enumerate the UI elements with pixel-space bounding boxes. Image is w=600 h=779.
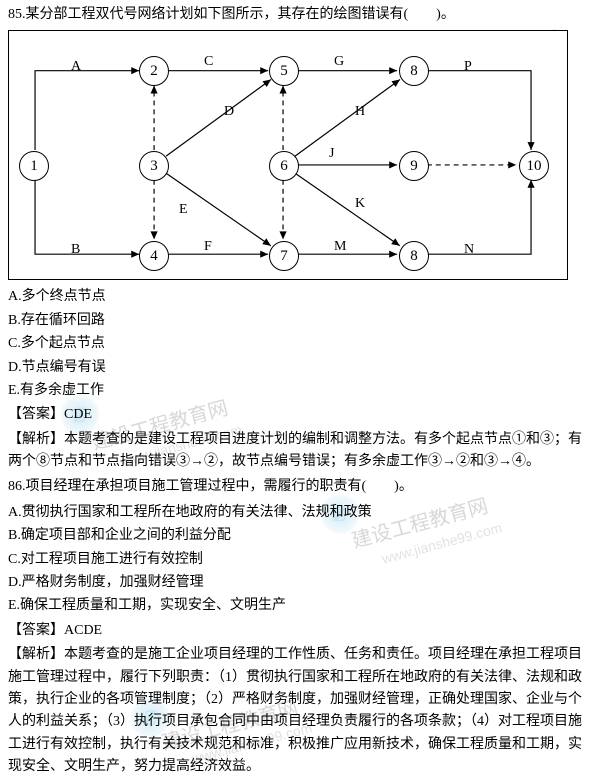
- edge-label-P: P: [464, 56, 472, 78]
- q85-option-b: B.存在循环回路: [8, 310, 592, 332]
- edge-label-H: H: [355, 101, 365, 123]
- q86-option-b: B.确定项目部和企业之间的利益分配: [8, 525, 592, 547]
- analysis-text: 本题考查的是建设工程项目进度计划的编制和调整方法。有多个起点节点①和③；有两个⑧…: [8, 432, 582, 469]
- edge-label-B: B: [71, 239, 80, 261]
- q86-analysis: 【解析】本题考查的是施工企业项目经理的工作性质、任务和责任。项目经理在承担工程项…: [8, 644, 592, 778]
- edge-label-F: F: [204, 236, 212, 258]
- q85-option-e: E.有多余虚工作: [8, 380, 592, 402]
- q85-header: 85.某分部工程双代号网络计划如下图所示，其存在的绘图错误有( )。: [8, 4, 592, 26]
- answer-label: 【答案】: [8, 623, 64, 638]
- edge-label-E: E: [179, 199, 188, 221]
- q85-option-c: C.多个起点节点: [8, 333, 592, 355]
- edge-label-K: K: [355, 193, 365, 215]
- q86-header: 86.项目经理在承担项目施工管理过程中，需履行的职责有( )。: [8, 476, 592, 498]
- edge-label-M: M: [334, 236, 346, 258]
- analysis-label: 【解析】: [8, 432, 64, 447]
- q85-option-d: D.节点编号有误: [8, 357, 592, 379]
- edge-label-G: G: [334, 51, 344, 73]
- q85-answer: 【答案】CDE: [8, 404, 592, 426]
- analysis-label: 【解析】: [8, 647, 64, 662]
- q86-answer: 【答案】ACDE: [8, 620, 592, 642]
- edge-label-A: A: [71, 56, 81, 78]
- edge-label-C: C: [204, 51, 213, 73]
- q85-option-a: A.多个终点节点: [8, 286, 592, 308]
- answer-label: 【答案】: [8, 407, 64, 422]
- answer-value: CDE: [64, 407, 92, 422]
- q86-option-d: D.严格财务制度，加强财经管理: [8, 572, 592, 594]
- edge-label-J: J: [329, 143, 334, 165]
- q85-analysis: 【解析】本题考查的是建设工程项目进度计划的编制和调整方法。有多个起点节点①和③；…: [8, 429, 592, 474]
- edge-label-N: N: [464, 239, 474, 261]
- analysis-text: 本题考查的是施工企业项目经理的工作性质、任务和责任。项目经理在承担工程项目施工管…: [8, 647, 582, 774]
- q86-option-a: A.贯彻执行国家和工程所在地政府的有关法律、法规和政策: [8, 502, 592, 524]
- edge-label-D: D: [224, 101, 234, 123]
- q86-option-c: C.对工程项目施工进行有效控制: [8, 549, 592, 571]
- q86-option-e: E.确保工程质量和工期，实现安全、文明生产: [8, 595, 592, 617]
- answer-value: ACDE: [64, 623, 102, 638]
- network-diagram: 123456789810ABCDEFGHJKMPN: [8, 30, 568, 280]
